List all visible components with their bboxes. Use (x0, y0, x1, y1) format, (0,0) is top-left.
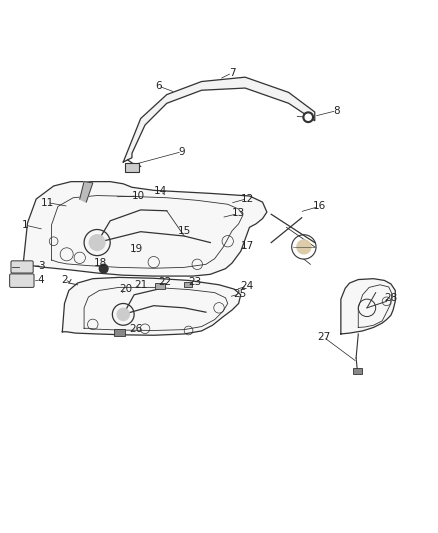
Text: 6: 6 (155, 81, 161, 91)
Circle shape (303, 112, 314, 123)
Circle shape (297, 240, 311, 254)
Text: 24: 24 (240, 281, 254, 291)
Text: 10: 10 (132, 191, 145, 201)
Polygon shape (62, 277, 241, 335)
Text: 17: 17 (240, 240, 254, 251)
Text: 20: 20 (119, 284, 132, 294)
FancyBboxPatch shape (353, 368, 362, 374)
Polygon shape (341, 279, 395, 334)
Text: 14: 14 (154, 186, 167, 196)
Text: 22: 22 (158, 277, 171, 287)
Circle shape (305, 114, 311, 120)
FancyBboxPatch shape (184, 282, 192, 287)
Text: 19: 19 (130, 244, 143, 254)
FancyBboxPatch shape (155, 282, 165, 289)
Text: 7: 7 (229, 68, 235, 78)
Text: 4: 4 (37, 276, 44, 286)
Text: 11: 11 (40, 198, 54, 207)
FancyBboxPatch shape (10, 274, 34, 287)
Text: 9: 9 (179, 147, 185, 157)
Text: 21: 21 (134, 280, 147, 290)
Text: 3: 3 (39, 261, 45, 271)
Text: 8: 8 (333, 106, 340, 116)
Polygon shape (123, 77, 315, 162)
Text: 27: 27 (317, 332, 330, 342)
FancyBboxPatch shape (11, 261, 33, 273)
Text: 23: 23 (188, 277, 201, 287)
Text: 25: 25 (233, 289, 247, 299)
Text: 12: 12 (240, 193, 254, 204)
Text: 2: 2 (61, 274, 68, 285)
Circle shape (99, 264, 108, 273)
Text: 13: 13 (232, 208, 245, 219)
Text: 28: 28 (384, 293, 398, 303)
Text: 15: 15 (177, 226, 191, 236)
Text: 18: 18 (94, 258, 107, 268)
Circle shape (89, 235, 105, 251)
Text: 26: 26 (129, 324, 142, 334)
Circle shape (117, 308, 129, 320)
Polygon shape (23, 182, 267, 276)
FancyBboxPatch shape (124, 163, 139, 172)
FancyBboxPatch shape (114, 329, 124, 336)
Polygon shape (80, 182, 93, 202)
Text: 1: 1 (22, 220, 28, 230)
Text: 16: 16 (312, 201, 326, 212)
